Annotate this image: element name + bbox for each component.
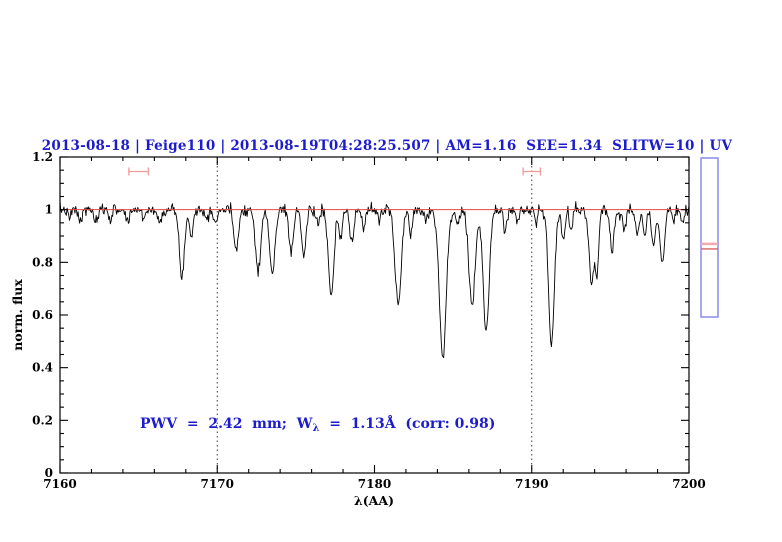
lambda-subscript: λ bbox=[312, 423, 319, 434]
x-tick-label: 7180 bbox=[358, 477, 391, 491]
y-tick-label: 1 bbox=[45, 203, 53, 217]
plot-frame-and-ticks bbox=[59, 156, 690, 474]
x-tick-label: 7160 bbox=[43, 477, 76, 491]
y-tick-label: 0.2 bbox=[32, 413, 53, 427]
y-axis-label: norm. flux bbox=[10, 279, 25, 351]
x-tick-label: 7170 bbox=[201, 477, 234, 491]
side-indicator-panel bbox=[700, 157, 719, 318]
x-tick-label: 7200 bbox=[672, 477, 705, 491]
pwv-annotation-prefix: PWV = 2.42 mm; W bbox=[140, 416, 313, 432]
pwv-annotation: PWV = 2.42 mm; Wλ = 1.13Å (corr: 0.98) bbox=[140, 414, 495, 434]
x-tick-label: 7190 bbox=[515, 477, 548, 491]
spectrum-path bbox=[60, 201, 689, 359]
error-bar-markers bbox=[128, 167, 542, 176]
pwv-annotation-suffix: = 1.13Å (corr: 0.98) bbox=[319, 414, 495, 432]
y-tick-label: 0.4 bbox=[32, 361, 53, 375]
y-tick-label: 0.8 bbox=[32, 255, 53, 269]
error-bar-marker bbox=[522, 167, 542, 176]
dotted-guides bbox=[216, 157, 533, 473]
plot-title: 2013-08-18 | Feige110 | 2013-08-19T04:28… bbox=[42, 138, 733, 154]
tick-labels: 7160 7170 7180 7190 7200 0 0.2 0.4 0.6 0.8 1 1.2 bbox=[32, 150, 706, 491]
y-tick-label: 0 bbox=[45, 466, 53, 480]
x-axis-label: λ(AA) bbox=[354, 493, 394, 508]
y-tick-label: 1.2 bbox=[32, 150, 53, 164]
spectrum-trace bbox=[60, 201, 689, 359]
y-tick-label: 0.6 bbox=[32, 308, 53, 322]
error-bar-marker bbox=[128, 167, 150, 176]
side-panel-rect bbox=[700, 157, 719, 318]
